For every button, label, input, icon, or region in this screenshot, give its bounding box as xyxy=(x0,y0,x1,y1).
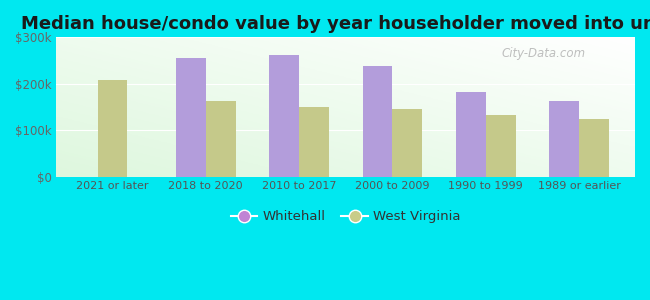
Bar xyxy=(299,107,329,177)
Bar xyxy=(269,55,299,177)
Bar xyxy=(393,109,422,177)
Legend: Whitehall, West Virginia: Whitehall, West Virginia xyxy=(226,205,466,229)
Bar xyxy=(206,101,236,177)
Bar xyxy=(456,92,486,177)
Bar xyxy=(549,101,579,177)
Bar xyxy=(579,119,609,177)
Bar xyxy=(486,115,515,177)
Bar xyxy=(98,80,127,177)
Text: City-Data.com: City-Data.com xyxy=(502,47,586,60)
Bar xyxy=(363,66,393,177)
Title: Median house/condo value by year householder moved into unit: Median house/condo value by year househo… xyxy=(21,15,650,33)
Bar xyxy=(176,58,206,177)
